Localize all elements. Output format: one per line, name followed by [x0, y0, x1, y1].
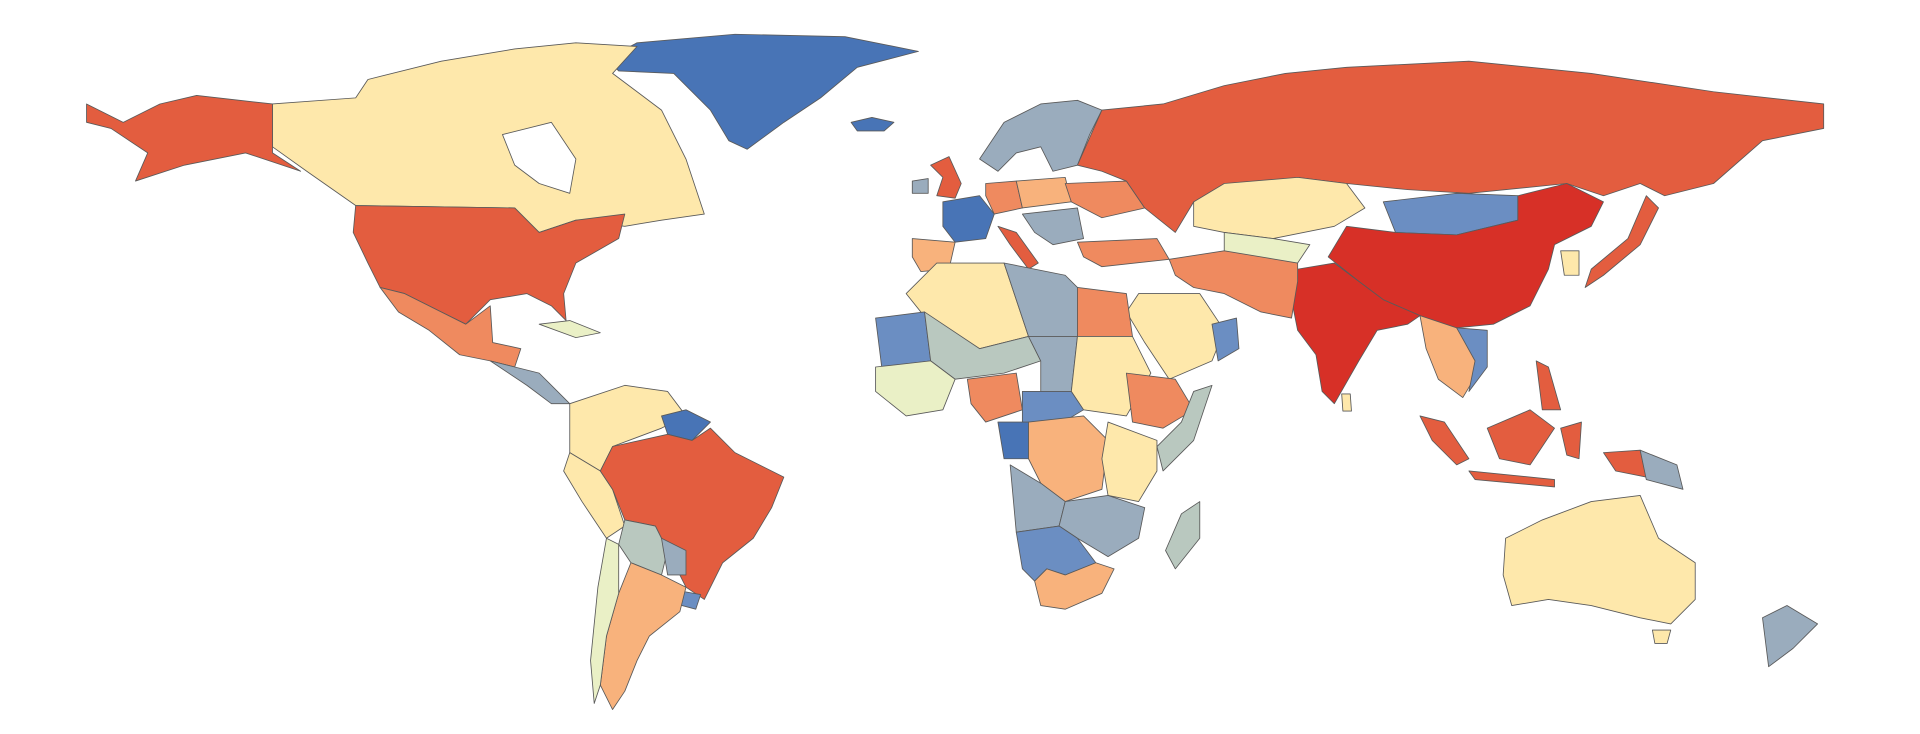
- chad: [1028, 335, 1078, 392]
- egypt: [1077, 287, 1133, 337]
- korea: [1560, 250, 1580, 276]
- greenland: [606, 33, 919, 150]
- iran-pakistan: [1168, 250, 1299, 319]
- south-africa: [1034, 562, 1115, 610]
- kazakhstan: [1193, 176, 1366, 239]
- borneo: [1486, 409, 1555, 466]
- iceland: [850, 117, 895, 132]
- mexico: [379, 287, 522, 368]
- png: [1639, 449, 1684, 490]
- poland: [1015, 176, 1072, 209]
- paraguay: [661, 537, 687, 576]
- italy: [997, 225, 1039, 270]
- uk: [930, 156, 962, 199]
- chile: [590, 537, 620, 704]
- ireland: [911, 178, 929, 194]
- scandinavia: [979, 99, 1103, 172]
- germany: [985, 180, 1023, 215]
- dr-congo: [1028, 415, 1109, 502]
- somalia: [1156, 384, 1213, 472]
- countries: [86, 33, 1825, 710]
- ethiopia: [1125, 372, 1195, 429]
- papua: [1603, 449, 1647, 478]
- nigeria: [966, 372, 1023, 423]
- tasmania: [1651, 629, 1672, 644]
- oman: [1211, 317, 1240, 362]
- gabon-congo: [997, 421, 1029, 460]
- japan: [1584, 195, 1659, 288]
- sumatra: [1419, 415, 1470, 466]
- sulawesi: [1560, 421, 1582, 460]
- sri-lanka: [1341, 393, 1352, 412]
- guianas: [661, 409, 711, 441]
- new-zealand: [1762, 605, 1818, 668]
- cuba: [538, 320, 601, 339]
- central-america: [489, 360, 571, 405]
- balkans: [1021, 207, 1084, 246]
- east-africa: [1101, 421, 1158, 502]
- madagascar: [1165, 501, 1201, 570]
- hudson-bay: [502, 121, 577, 194]
- france: [942, 195, 995, 243]
- turkey: [1077, 238, 1170, 268]
- west-africa: [875, 360, 956, 417]
- ukraine: [1064, 180, 1146, 219]
- philippines: [1535, 360, 1562, 411]
- java: [1468, 470, 1555, 488]
- alaska: [86, 94, 302, 182]
- mauritania: [875, 311, 932, 368]
- india: [1291, 262, 1421, 405]
- australia: [1502, 495, 1696, 625]
- russia: [1077, 60, 1825, 233]
- laos-vietnam: [1456, 327, 1488, 392]
